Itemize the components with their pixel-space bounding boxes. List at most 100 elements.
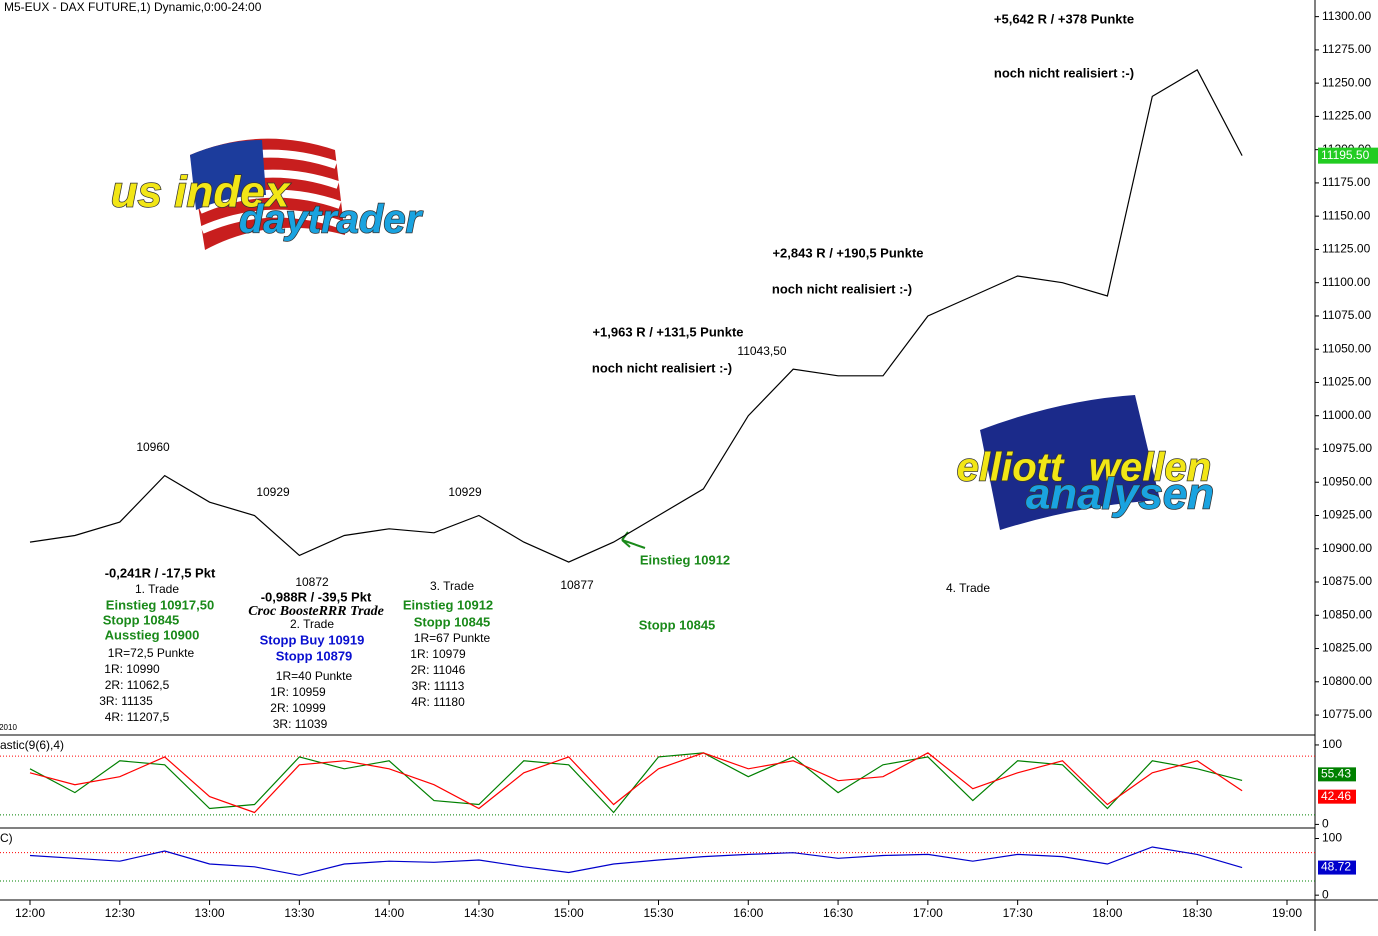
y-tick-label: 11150.00 xyxy=(1322,208,1371,222)
annotation: Ausstieg 10900 xyxy=(105,627,200,642)
annotation: 11043,50 xyxy=(737,344,786,358)
x-tick-label: 12:00 xyxy=(15,906,45,920)
x-tick-label: 15:30 xyxy=(643,906,673,920)
price-line xyxy=(29,846,1243,876)
x-tick-label: 17:30 xyxy=(1003,906,1033,920)
y-tick-label: 11250.00 xyxy=(1322,75,1371,89)
annotation: 1R=72,5 Punkte xyxy=(108,646,195,660)
annotation: Stopp 10845 xyxy=(639,617,716,632)
x-tick-label: 16:00 xyxy=(733,906,763,920)
annotation: Stopp 10845 xyxy=(414,614,491,629)
price-line xyxy=(29,68,1243,563)
logo-text: daytrader xyxy=(239,198,424,242)
annotation: 10960 xyxy=(136,440,170,454)
logo-text: analysen xyxy=(1026,470,1214,519)
logo-text: us index xyxy=(111,168,291,217)
value-tag xyxy=(1318,789,1356,804)
annotation: 3R: 11039 xyxy=(273,717,328,731)
annotation: Stopp 10845 xyxy=(103,612,180,627)
value-tag xyxy=(1318,860,1356,875)
y-tick-label: 11125.00 xyxy=(1322,242,1371,256)
x-tick-label: 15:00 xyxy=(554,906,584,920)
x-tick-label: 14:30 xyxy=(464,906,494,920)
annotation: noch nicht realisiert :-) xyxy=(592,360,732,375)
y-tick-label: 11100.00 xyxy=(1322,275,1371,289)
y-tick-label: 10950.00 xyxy=(1322,474,1372,488)
y-tick-label: 10875.00 xyxy=(1322,574,1372,588)
annotation: +1,963 R / +131,5 Punkte xyxy=(592,324,743,339)
annotation: 2010 xyxy=(0,723,17,732)
y-tick-label: 11300.00 xyxy=(1322,9,1371,23)
x-tick-label: 19:00 xyxy=(1272,906,1302,920)
x-tick-label: 18:00 xyxy=(1092,906,1122,920)
annotation: 10872 xyxy=(295,575,329,589)
annotation: 4. Trade xyxy=(946,581,990,595)
annotation: 4R: 11207,5 xyxy=(105,710,170,724)
annotation: Croc BoosteRRR Trade xyxy=(248,604,384,619)
annotation: 10929 xyxy=(448,485,482,499)
price-tag-label: 11195.50 xyxy=(1321,148,1370,162)
y-tick-label: 10825.00 xyxy=(1322,641,1372,655)
annotation: 3R: 11135 xyxy=(99,694,153,708)
y-tick-label: 10800.00 xyxy=(1322,674,1372,688)
value-tag-label: 55.43 xyxy=(1321,767,1351,781)
annotation: Einstieg 10917,50 xyxy=(106,597,214,612)
y-tick-label: 11000.00 xyxy=(1322,408,1371,422)
y-tick-label: 10850.00 xyxy=(1322,607,1372,621)
annotation: 10877 xyxy=(560,578,594,592)
price-line xyxy=(29,752,1243,814)
price-line xyxy=(29,752,1243,814)
logo-text: elliott xyxy=(957,446,1065,490)
value-tag xyxy=(1318,767,1356,782)
y-tick-label: 10775.00 xyxy=(1322,707,1372,721)
flag-logo xyxy=(190,138,1160,530)
y-tick-label: 11275.00 xyxy=(1322,42,1371,56)
x-tick-label: 12:30 xyxy=(105,906,135,920)
annotation: 10929 xyxy=(256,485,290,499)
y-tick-label: 10900.00 xyxy=(1322,541,1372,555)
y-tick-label: 10975.00 xyxy=(1322,441,1372,455)
y-tick-label: 11225.00 xyxy=(1322,109,1371,123)
y-tick-label: 11025.00 xyxy=(1322,375,1371,389)
annotation: 1R: 10979 xyxy=(410,647,466,661)
x-tick-label: 16:30 xyxy=(823,906,853,920)
y-tick-label: 0 xyxy=(1322,887,1329,901)
x-tick-label: 18:30 xyxy=(1182,906,1212,920)
chart-title: M5-EUX - DAX FUTURE,1) Dynamic,0:00-24:0… xyxy=(4,0,262,14)
annotation: 1R: 10959 xyxy=(270,685,326,699)
annotation: -0,988R / -39,5 Pkt xyxy=(261,589,372,604)
indicator-title: C) xyxy=(0,831,13,845)
annotation: -0,241R / -17,5 Pkt xyxy=(105,565,216,580)
x-tick-label: 13:00 xyxy=(195,906,225,920)
y-tick-label: 100 xyxy=(1322,737,1342,751)
annotation: 3. Trade xyxy=(430,579,474,593)
y-tick-label: 100 xyxy=(1322,831,1342,845)
annotation: Einstieg 10912 xyxy=(640,552,730,567)
annotation: 2R: 11062,5 xyxy=(105,678,170,692)
logo-text: wellen xyxy=(1089,446,1211,490)
value-tag-label: 48.72 xyxy=(1321,860,1351,874)
annotation: 1R=67 Punkte xyxy=(414,631,491,645)
y-tick-label: 0 xyxy=(1322,817,1329,831)
annotation: 1R=40 Punkte xyxy=(276,669,353,683)
x-tick-label: 14:00 xyxy=(374,906,404,920)
annotation: +5,642 R / +378 Punkte xyxy=(994,11,1134,26)
annotation: 4R: 11180 xyxy=(411,695,465,709)
annotation: Stopp Buy 10919 xyxy=(260,632,365,647)
annotation: 2R: 11046 xyxy=(411,663,466,677)
annotation: noch nicht realisiert :-) xyxy=(994,65,1134,80)
annotation: 1. Trade xyxy=(135,582,179,596)
value-tag-label: 42.46 xyxy=(1321,789,1351,803)
y-tick-label: 11175.00 xyxy=(1322,175,1371,189)
annotation: Einstieg 10912 xyxy=(403,597,493,612)
annotation: 2R: 10999 xyxy=(270,701,326,715)
y-tick-label: 11050.00 xyxy=(1322,341,1371,355)
x-tick-label: 13:30 xyxy=(284,906,314,920)
annotation: 3R: 11113 xyxy=(412,679,465,693)
annotation: +2,843 R / +190,5 Punkte xyxy=(772,245,923,260)
annotation: Stopp 10879 xyxy=(276,648,353,663)
indicator-title: astic(9(6),4) xyxy=(0,738,64,752)
annotation: noch nicht realisiert :-) xyxy=(772,281,912,296)
y-tick-label: 10925.00 xyxy=(1322,508,1372,522)
